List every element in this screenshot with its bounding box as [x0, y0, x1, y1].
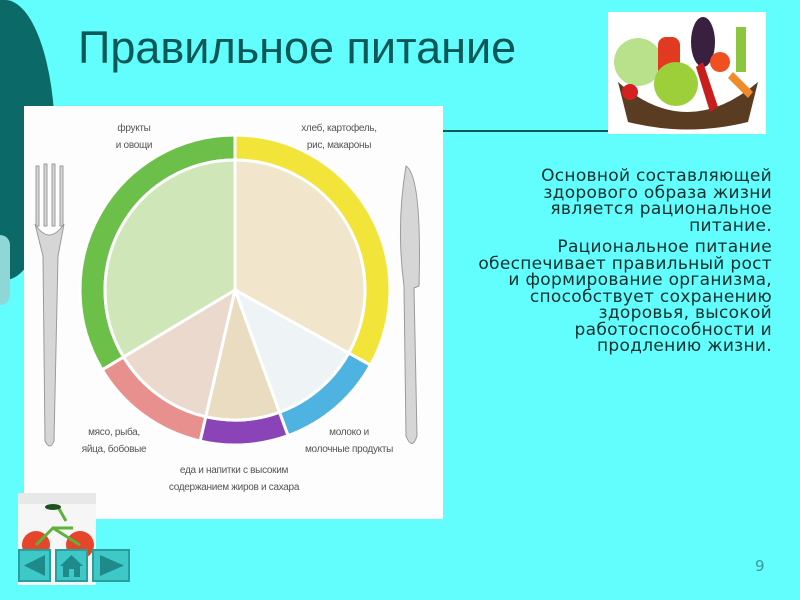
fork-icon — [34, 163, 65, 447]
label-fruits-vegetables: фрукты и овощи — [94, 120, 174, 154]
label-line: молочные продукты — [304, 444, 394, 455]
healthy-plate-image: фрукты и овощи хлеб, картофель, рис, мак… — [24, 106, 443, 519]
home-button[interactable] — [55, 549, 88, 582]
label-fats-sugars: еда и напитки с высоким содержанием жиро… — [149, 462, 319, 496]
knife-icon — [399, 165, 420, 444]
next-slide-button[interactable] — [92, 549, 130, 582]
paragraph-1: Основной составляющей здорового образа ж… — [541, 166, 772, 236]
triangle-right-icon — [100, 555, 124, 576]
label-line: мясо, рыба, — [88, 427, 140, 438]
label-line: еда и напитки с высоким — [179, 465, 289, 476]
sector-meat-food — [121, 286, 238, 419]
page-number: 9 — [755, 557, 765, 575]
label-line: рис, макароны — [306, 140, 372, 151]
label-line: молоко и — [329, 427, 369, 438]
sector-bread-food — [233, 158, 367, 356]
vegetable-basket-image — [608, 12, 766, 134]
body-text: Основной составляющей здорового образа ж… — [472, 168, 772, 360]
label-line: хлеб, картофель, — [301, 123, 377, 134]
decorative-circle-light — [0, 235, 10, 305]
label-dairy: молоко и молочные продукты — [289, 424, 409, 458]
home-icon — [60, 555, 83, 577]
prev-slide-button[interactable] — [18, 549, 51, 582]
sector-dairy-food — [232, 286, 351, 415]
title-underline — [440, 130, 765, 132]
triangle-left-icon — [24, 555, 45, 576]
label-line: содержанием жиров и сахара — [168, 482, 300, 493]
label-line: и овощи — [115, 140, 153, 151]
label-line: яйца, бобовые — [81, 444, 147, 455]
plate-diagram — [34, 133, 420, 447]
paragraph-2: Рациональное питание обеспечивает правил… — [478, 237, 772, 356]
slide-title: Правильное питание — [78, 22, 517, 73]
sector-fruits-food — [103, 158, 237, 360]
label-meat-fish: мясо, рыба, яйца, бобовые — [69, 424, 159, 458]
label-bread-potatoes: хлеб, картофель, рис, макароны — [289, 120, 389, 154]
label-line: фрукты — [117, 123, 151, 134]
